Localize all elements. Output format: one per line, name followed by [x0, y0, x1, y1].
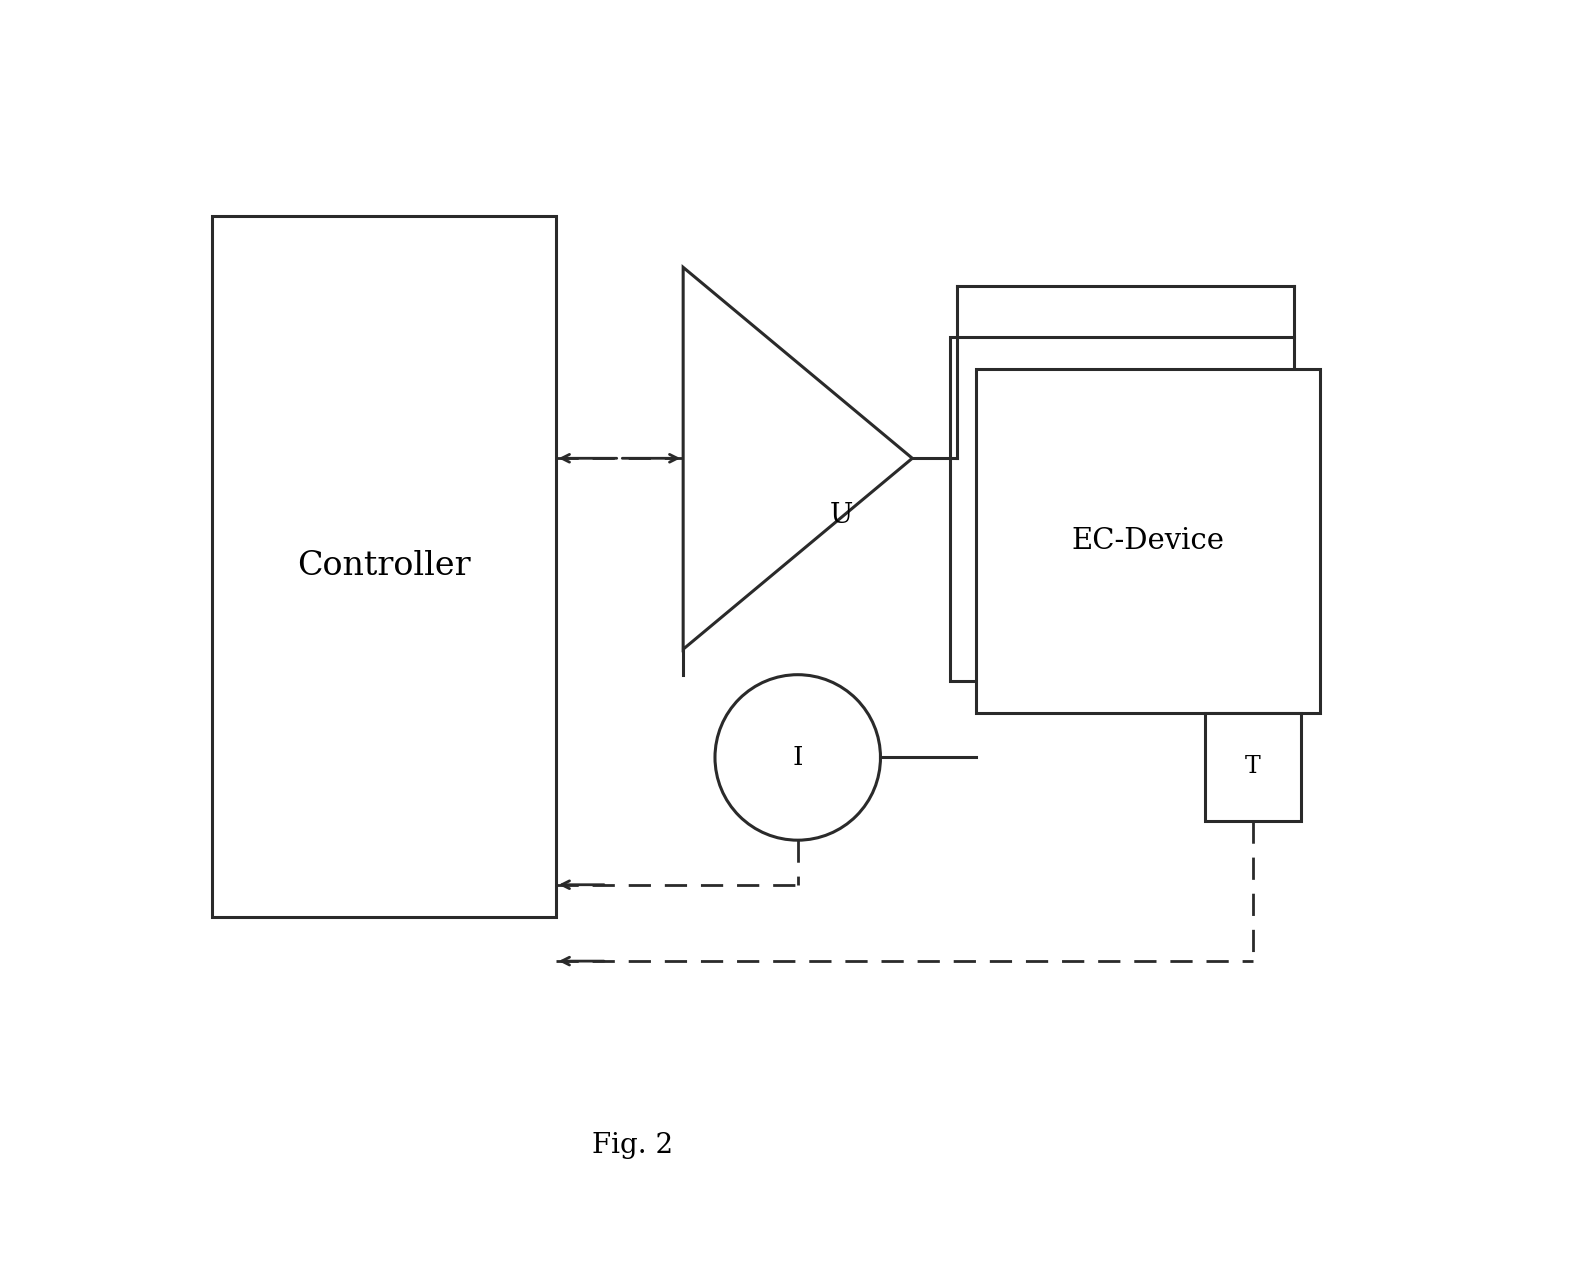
Text: Fig. 2: Fig. 2 [592, 1132, 674, 1160]
Text: I: I [793, 745, 802, 770]
Bar [212, 216, 556, 917]
Bar [977, 369, 1320, 713]
Text: U: U [829, 502, 853, 530]
Bar [1206, 713, 1300, 821]
Polygon shape [683, 267, 912, 649]
Text: EC-Device: EC-Device [1071, 527, 1225, 555]
Bar [950, 337, 1294, 681]
Circle shape [714, 675, 881, 840]
Text: Controller: Controller [297, 550, 471, 583]
Text: T: T [1245, 755, 1261, 779]
